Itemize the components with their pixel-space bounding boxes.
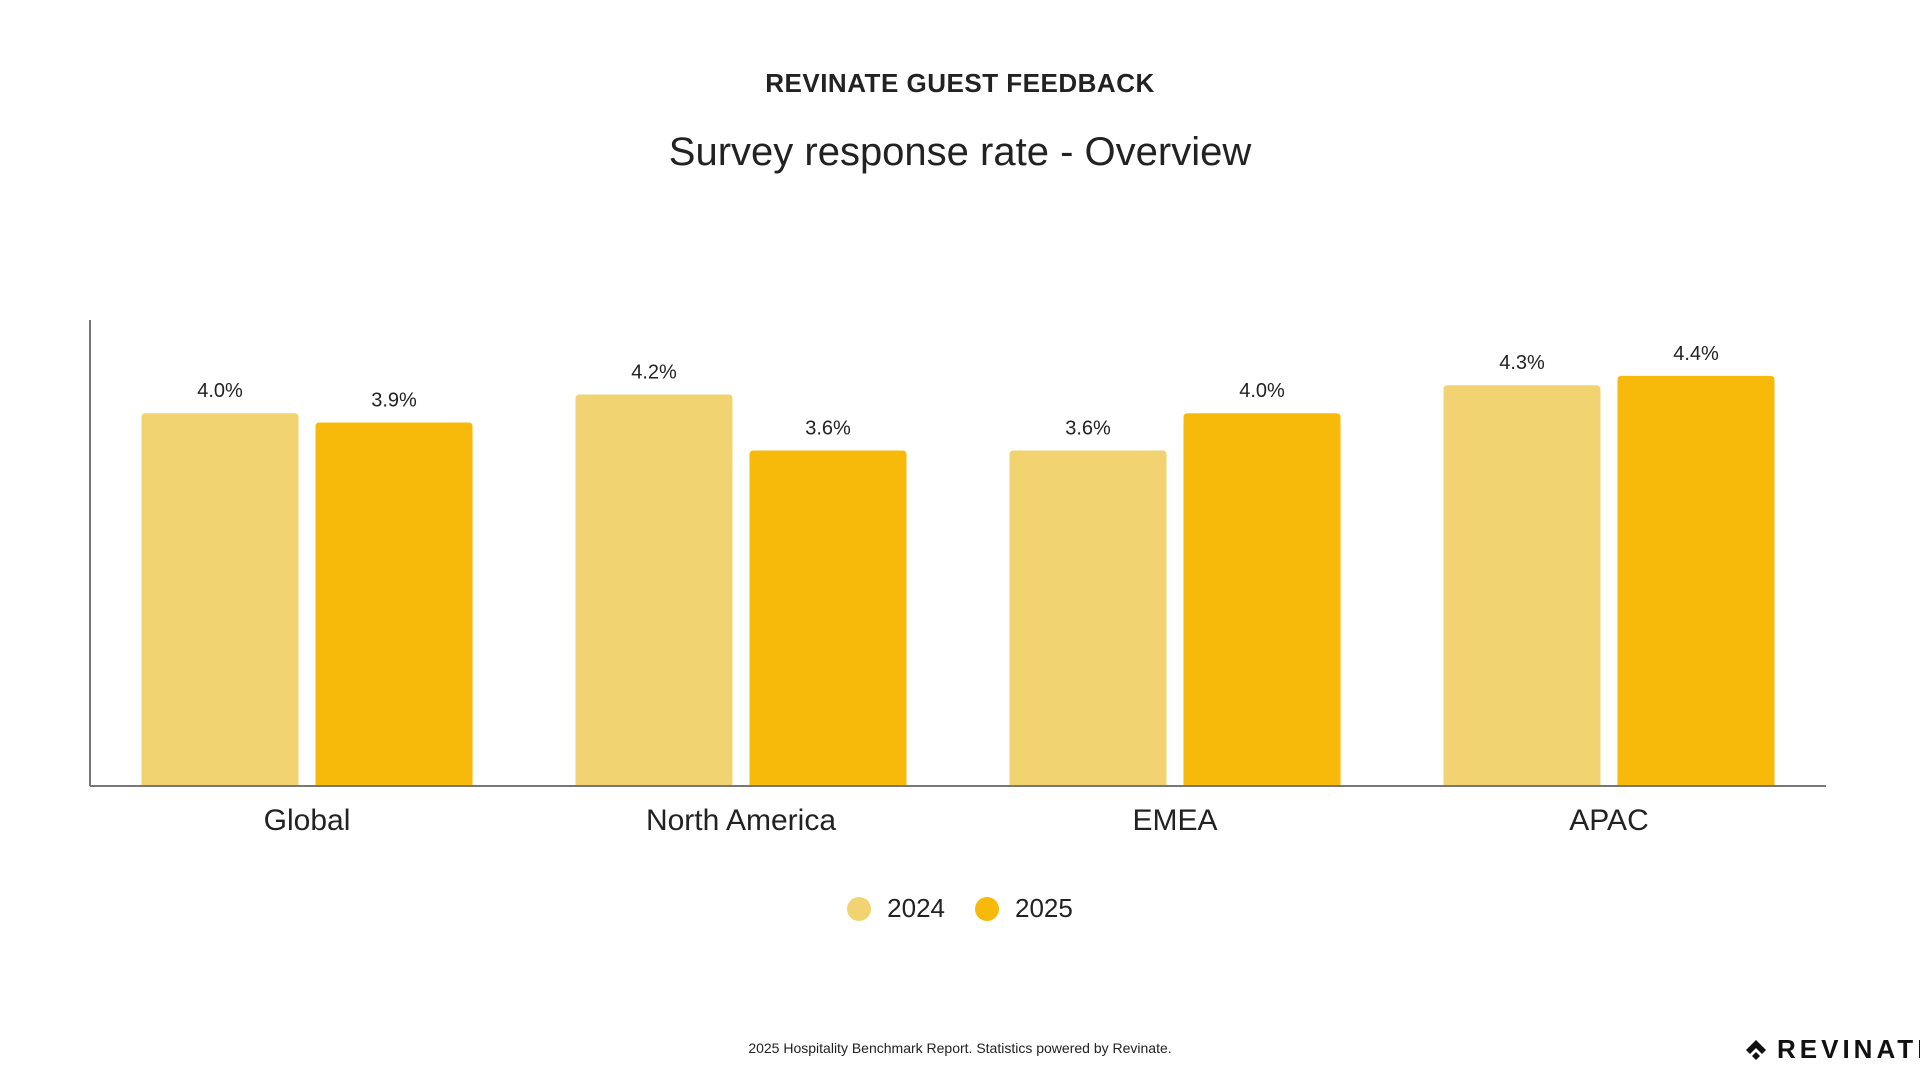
bar-apac-2025: [1617, 375, 1775, 786]
brand-logo-text: REVINATE: [1777, 1034, 1920, 1064]
data-label-north-america-2025: 3.6%: [805, 417, 851, 439]
bar-emea-2024: [1009, 450, 1167, 786]
bar-apac-2024: [1443, 385, 1601, 786]
footer-note: 2025 Hospitality Benchmark Report. Stati…: [748, 1040, 1172, 1056]
legend-swatch-2024: [847, 896, 872, 921]
data-label-global-2025: 3.9%: [371, 390, 417, 412]
x-tick-apac: APAC: [1569, 804, 1648, 837]
data-label-global-2024: 4.0%: [197, 380, 243, 402]
brand-logo: REVINATE: [1745, 1034, 1920, 1065]
x-tick-emea: EMEA: [1132, 804, 1217, 837]
data-label-apac-2025: 4.4%: [1673, 343, 1719, 365]
legend-label-2024: 2024: [887, 893, 945, 923]
data-label-apac-2024: 4.3%: [1499, 352, 1545, 374]
bar-emea-2025: [1183, 413, 1341, 786]
revinate-logo-icon: [1746, 1039, 1766, 1060]
legend-label-2025: 2025: [1015, 893, 1073, 923]
legend-item-2024: 2024: [847, 893, 945, 924]
bar-global-2025: [315, 422, 473, 786]
bar-north-america-2024: [575, 394, 733, 786]
legend-item-2025: 2025: [975, 893, 1073, 924]
chart-legend: 2024 2025: [0, 893, 1920, 924]
x-tick-global: Global: [264, 804, 351, 837]
report-eyebrow: REVINATE GUEST FEEDBACK: [765, 68, 1155, 98]
bar-north-america-2025: [749, 450, 907, 786]
x-tick-north-america: North America: [646, 804, 836, 837]
data-label-north-america-2024: 4.2%: [631, 362, 677, 384]
chart-title: Survey response rate - Overview: [668, 130, 1252, 174]
data-label-emea-2024: 3.6%: [1065, 417, 1111, 439]
data-label-emea-2025: 4.0%: [1239, 380, 1285, 402]
legend-swatch-2025: [975, 896, 999, 921]
bar-global-2024: [141, 413, 299, 786]
